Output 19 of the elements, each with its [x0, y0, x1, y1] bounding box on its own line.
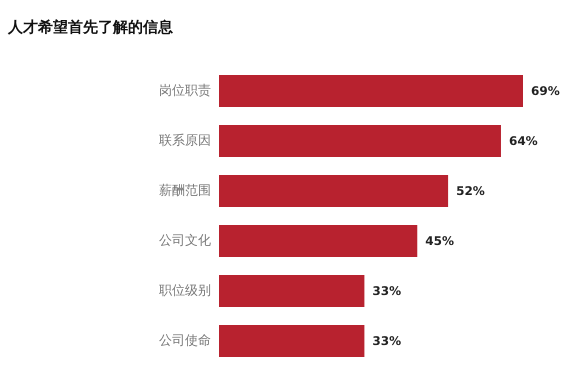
data-label: 33%	[372, 284, 402, 298]
bar	[219, 75, 523, 107]
y-tick-label: 职位级别	[159, 284, 211, 298]
bar	[219, 175, 448, 207]
data-label: 69%	[531, 84, 560, 98]
bar	[219, 325, 364, 357]
data-label: 52%	[456, 184, 485, 198]
y-tick-label: 岗位职责	[159, 84, 211, 98]
bar	[219, 275, 364, 307]
y-tick-label: 联系原因	[159, 134, 211, 148]
bar	[219, 125, 501, 157]
data-label: 64%	[508, 134, 538, 148]
data-label: 45%	[425, 234, 454, 248]
y-tick-label: 薪酬范围	[159, 184, 211, 198]
bar	[219, 225, 418, 257]
text: 人才希望首先了解的信息	[7, 18, 174, 36]
y-tick-label: 公司使命	[159, 334, 211, 348]
y-tick-label: 公司文化	[159, 234, 211, 248]
data-label: 33%	[372, 334, 402, 348]
